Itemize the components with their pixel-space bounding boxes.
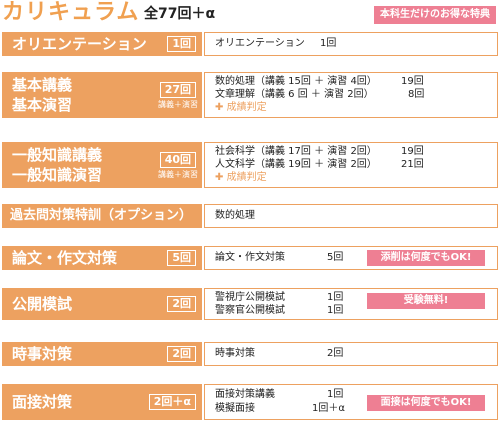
course-row-essay: 論文・作文対策 5回 論文・作文対策 5回 添削は何度でもOK! (2, 246, 498, 270)
total-sessions: 全77回＋α (144, 6, 216, 22)
course-count: 2回＋α (148, 394, 196, 410)
course-count: 2回 (167, 296, 196, 312)
course-count: 40回 (159, 152, 196, 168)
course-row-general: 一般知識講義 一般知識演習 40回 講義＋演習 社会科学（講義 17回 ＋ 演習… (2, 142, 498, 188)
course-name-line1: 一般知識講義 (12, 146, 103, 164)
page-title: カリキュラム (2, 0, 140, 25)
grade-assessment: ✚ 成績判定 (215, 172, 267, 184)
course-count: 27回 (159, 82, 196, 98)
detail-text: 人文科学（講義 19回 ＋ 演習 2回） (215, 159, 377, 170)
course-row-mock-exam: 公開模試 2回 警視庁公開模試 1回 警察官公開模試 1回 受験無料! (2, 288, 498, 320)
detail-item: 警察官公開模試 1回 (215, 305, 343, 317)
course-row-basic: 基本講義 基本演習 27回 講義＋演習 数的処理（講義 15回 ＋ 演習 4回）… (2, 72, 498, 118)
course-label: 基本講義 基本演習 27回 講義＋演習 (2, 72, 202, 118)
course-label: 論文・作文対策 5回 (2, 246, 202, 270)
detail-count: 1回 (327, 292, 344, 303)
course-details: 警視庁公開模試 1回 警察官公開模試 1回 受験無料! (204, 288, 498, 320)
detail-item: 面接対策講義 1回 (215, 389, 343, 401)
course-row-interview: 面接対策 2回＋α 面接対策講義 1回 模擬面接 1回＋α 面接は何度でもOK! (2, 384, 498, 420)
detail-count: 1回 (320, 38, 337, 49)
detail-item: 時事対策 2回 (215, 348, 343, 360)
detail-count: 1回 (327, 305, 344, 316)
free-exam-badge: 受験無料! (367, 293, 485, 309)
detail-item: 論文・作文対策 5回 (215, 252, 343, 264)
detail-count: 21回 (401, 159, 424, 170)
correction-badge: 添削は何度でもOK! (367, 250, 485, 266)
course-count: 5回 (167, 250, 196, 266)
course-name-line1: 基本講義 (12, 76, 73, 94)
detail-count: 2回 (327, 348, 344, 359)
course-name: 時事対策 (12, 345, 73, 363)
course-name-line2: 一般知識演習 (12, 166, 103, 184)
detail-item: 警視庁公開模試 1回 (215, 292, 343, 304)
detail-item: 数的処理（講義 15回 ＋ 演習 4回） 19回 (215, 76, 424, 88)
course-name: オリエンテーション (12, 35, 147, 53)
detail-text: 模擬面接 (215, 403, 255, 414)
detail-item: 人文科学（講義 19回 ＋ 演習 2回） 21回 (215, 159, 424, 171)
detail-count: 19回 (401, 76, 424, 87)
interview-badge: 面接は何度でもOK! (367, 395, 485, 411)
detail-text: オリエンテーション (215, 38, 305, 49)
course-label: 公開模試 2回 (2, 288, 202, 320)
course-row-past-exam: 過去問対策特訓（オプション） 数的処理 (2, 204, 498, 228)
detail-text: 文章理解（講義 6 回 ＋ 演習 2回） (215, 89, 374, 100)
course-label: 過去問対策特訓（オプション） (2, 204, 202, 228)
plus-icon: ✚ (215, 172, 224, 183)
course-label: オリエンテーション 1回 (2, 32, 202, 56)
detail-text: 数的処理（講義 15回 ＋ 演習 4回） (215, 76, 377, 87)
detail-item: 社会科学（講義 17回 ＋ 演習 2回） 19回 (215, 146, 424, 158)
course-details: 数的処理（講義 15回 ＋ 演習 4回） 19回 文章理解（講義 6 回 ＋ 演… (204, 72, 498, 118)
detail-text: 警察官公開模試 (215, 305, 285, 316)
detail-text: 警視庁公開模試 (215, 292, 285, 303)
special-benefit-label: 本科生だけのお得な特典 (374, 6, 496, 24)
course-name: 過去問対策特訓（オプション） (10, 208, 193, 223)
course-label: 面接対策 2回＋α (2, 384, 202, 420)
detail-count: 19回 (401, 146, 424, 157)
course-count-note: 講義＋演習 (158, 100, 198, 109)
course-label: 時事対策 2回 (2, 342, 202, 366)
course-details: オリエンテーション 1回 (204, 32, 498, 56)
detail-item: 文章理解（講義 6 回 ＋ 演習 2回） 8回 (215, 89, 424, 101)
detail-text: 社会科学（講義 17回 ＋ 演習 2回） (215, 146, 377, 157)
detail-item: 模擬面接 1回＋α (215, 403, 345, 415)
detail-item: オリエンテーション 1回 (215, 38, 336, 50)
detail-count: 1回＋α (312, 403, 345, 414)
course-details: 面接対策講義 1回 模擬面接 1回＋α 面接は何度でもOK! (204, 384, 498, 420)
course-row-current-affairs: 時事対策 2回 時事対策 2回 (2, 342, 498, 366)
course-label: 一般知識講義 一般知識演習 40回 講義＋演習 (2, 142, 202, 188)
grade-assessment: ✚ 成績判定 (215, 102, 267, 114)
extra-text: 成績判定 (226, 102, 267, 113)
course-row-orientation: オリエンテーション 1回 オリエンテーション 1回 (2, 32, 498, 56)
detail-count: 8回 (408, 89, 425, 100)
detail-count: 1回 (327, 389, 344, 400)
course-name: 公開模試 (12, 295, 73, 313)
course-name-line2: 基本演習 (12, 96, 73, 114)
course-details: 数的処理 (204, 204, 498, 228)
course-details: 論文・作文対策 5回 添削は何度でもOK! (204, 246, 498, 270)
detail-text: 面接対策講義 (215, 389, 275, 400)
course-count-note: 講義＋演習 (158, 170, 198, 179)
course-count: 2回 (167, 346, 196, 362)
detail-text: 時事対策 (215, 348, 255, 359)
course-name: 面接対策 (12, 393, 73, 411)
detail-item: 数的処理 (215, 210, 255, 222)
plus-icon: ✚ (215, 102, 224, 113)
course-count: 1回 (167, 36, 196, 52)
detail-text: 数的処理 (215, 210, 255, 221)
detail-count: 5回 (327, 252, 344, 263)
detail-text: 論文・作文対策 (215, 252, 285, 263)
extra-text: 成績判定 (226, 172, 267, 183)
curriculum-header: カリキュラム 全77回＋α 本科生だけのお得な特典 (2, 0, 498, 26)
course-name: 論文・作文対策 (12, 249, 118, 267)
course-details: 時事対策 2回 (204, 342, 498, 366)
course-details: 社会科学（講義 17回 ＋ 演習 2回） 19回 人文科学（講義 19回 ＋ 演… (204, 142, 498, 188)
